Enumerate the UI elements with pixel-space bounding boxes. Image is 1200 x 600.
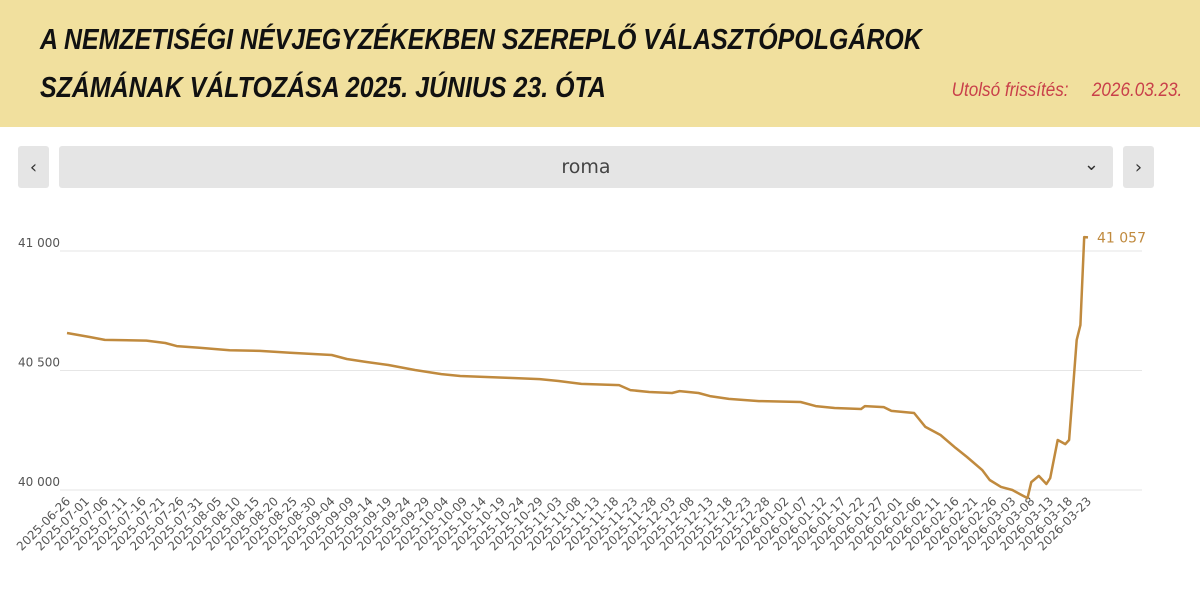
chevron-right-icon: ›: [1134, 156, 1143, 178]
header: A NEMZETISÉGI NÉVJEGYZÉKEKBEN SZEREPLŐ V…: [0, 0, 1200, 127]
chevron-left-icon: ‹: [29, 156, 38, 178]
update-date: 2026.03.23.: [1091, 80, 1182, 101]
y-tick-label: 40 000: [18, 475, 60, 489]
series-line-roma: [66, 235, 1089, 500]
last-update: Utolsó frissítés: 2026.03.23.: [951, 80, 1182, 102]
end-value-label: 41 057: [1097, 230, 1146, 246]
nationality-select[interactable]: roma ⌄: [59, 146, 1113, 188]
chevron-down-icon: ⌄: [1083, 154, 1099, 175]
title-line-1: A NEMZETISÉGI NÉVJEGYZÉKEKBEN SZEREPLŐ V…: [40, 24, 922, 56]
title-line-2: SZÁMÁNAK VÁLTOZÁSA 2025. JÚNIUS 23. ÓTA: [40, 72, 606, 104]
select-value: roma: [561, 156, 611, 178]
y-tick-label: 40 500: [18, 356, 60, 370]
y-tick-label: 41 000: [18, 236, 60, 250]
prev-button[interactable]: ‹: [18, 146, 49, 188]
update-label: Utolsó frissítés:: [951, 80, 1069, 101]
page-title: A NEMZETISÉGI NÉVJEGYZÉKEKBEN SZEREPLŐ V…: [40, 16, 922, 112]
next-button[interactable]: ›: [1123, 146, 1154, 188]
